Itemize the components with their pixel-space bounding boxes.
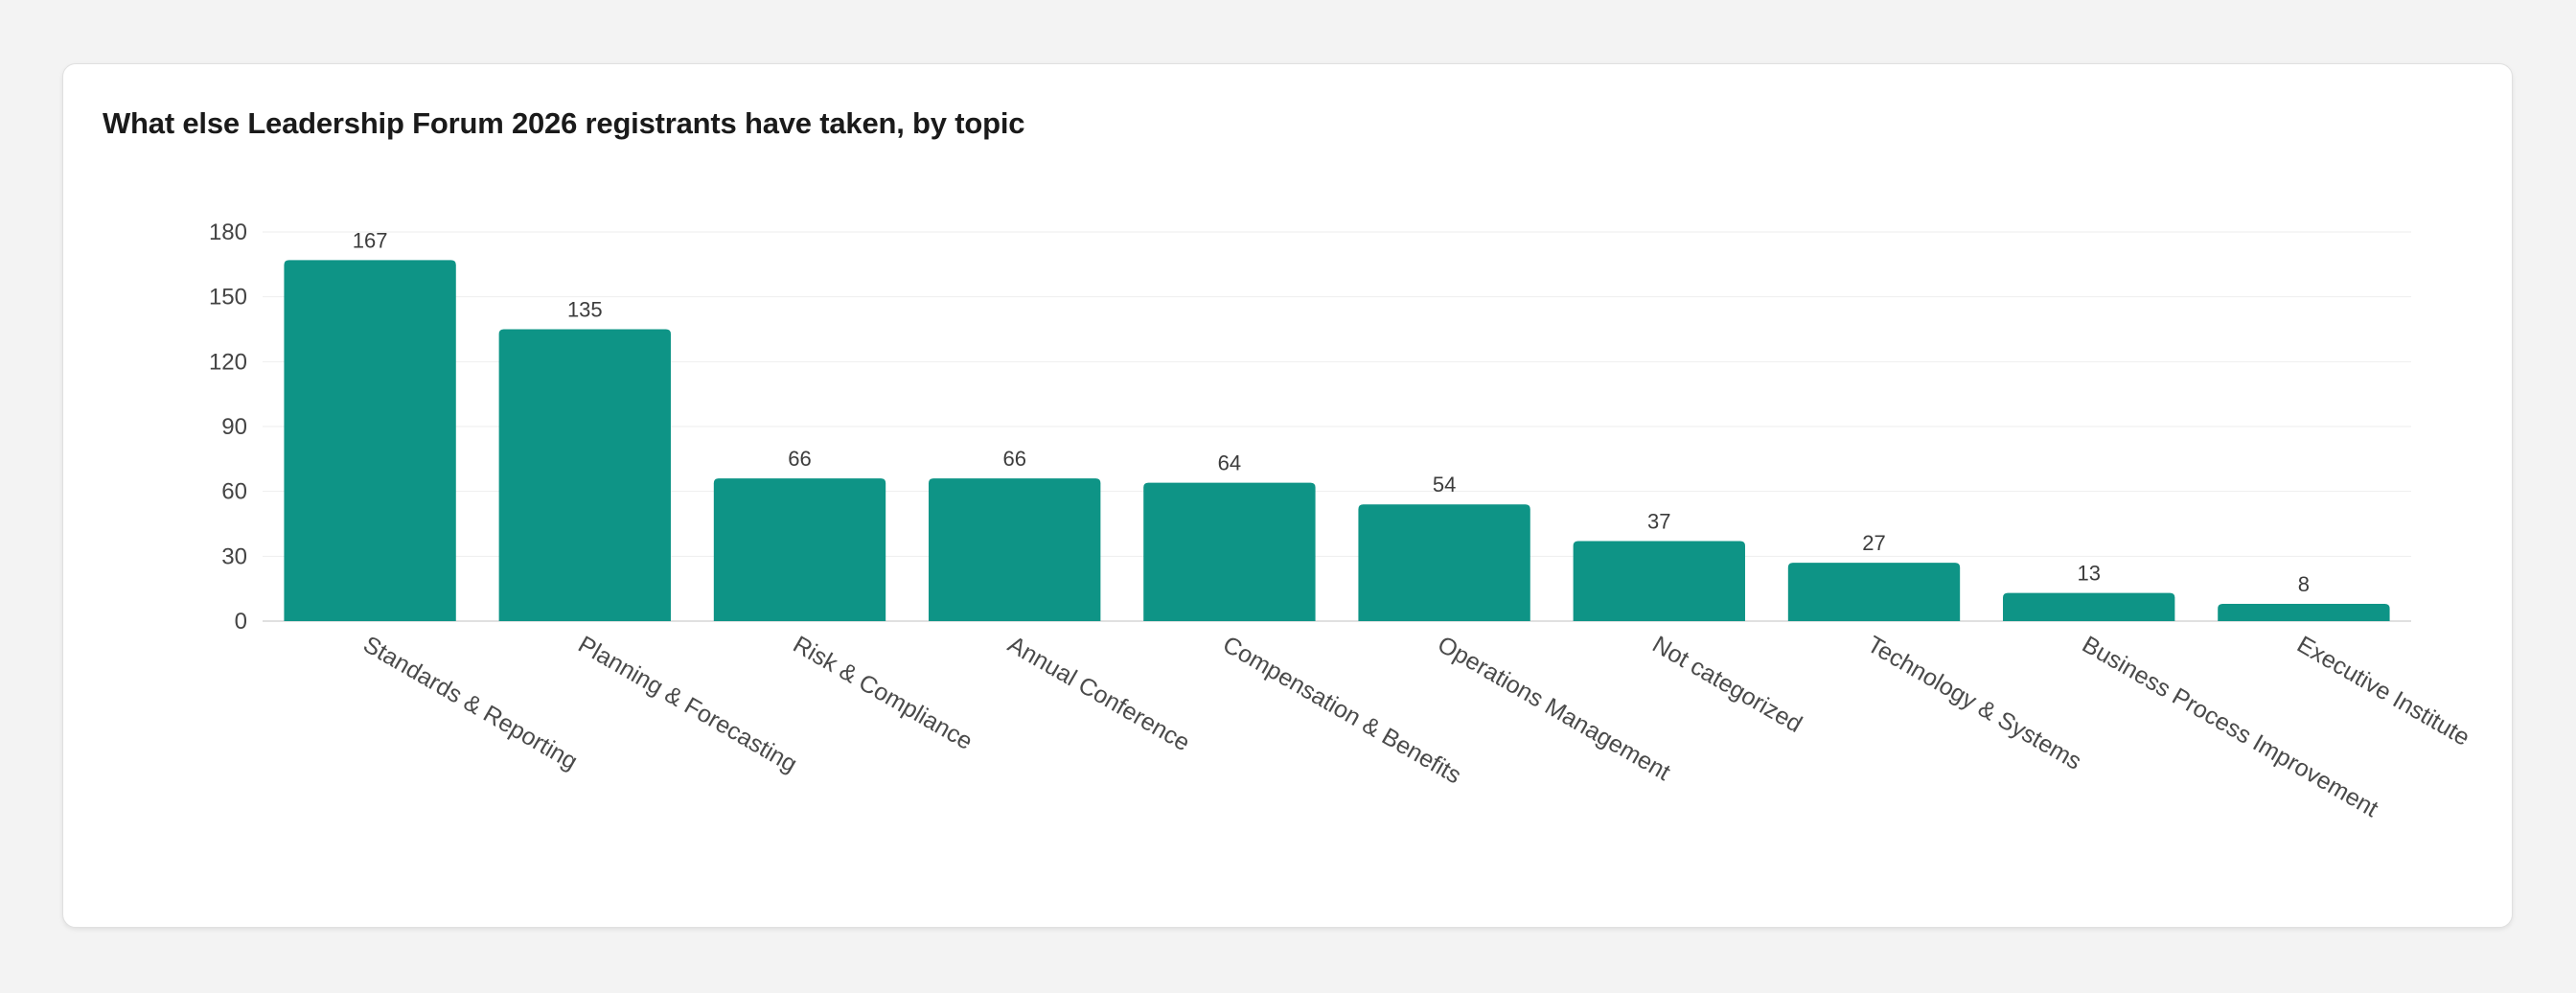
bar bbox=[284, 260, 456, 621]
data-label: 66 bbox=[1002, 447, 1025, 471]
data-label: 27 bbox=[1862, 531, 1885, 555]
x-tick-label: Technology & Systems bbox=[1863, 631, 2086, 775]
bar bbox=[713, 478, 886, 621]
data-label: 37 bbox=[1647, 510, 1670, 534]
bar bbox=[1787, 563, 1961, 621]
data-label: 13 bbox=[2077, 562, 2100, 586]
x-tick-label: Operations Management bbox=[1433, 631, 1674, 786]
data-label: 66 bbox=[788, 447, 811, 471]
bar bbox=[498, 329, 671, 621]
x-tick-label: Risk & Compliance bbox=[789, 631, 978, 755]
y-tick-label: 150 bbox=[209, 285, 247, 311]
x-tick-label: Not categorized bbox=[1648, 631, 1807, 738]
x-tick-label: Planning & Forecasting bbox=[574, 631, 802, 777]
data-label: 8 bbox=[2298, 572, 2310, 596]
bar bbox=[1573, 541, 1745, 621]
y-tick-label: 120 bbox=[209, 349, 247, 375]
bar bbox=[2218, 603, 2390, 621]
data-label: 167 bbox=[353, 228, 388, 252]
bar bbox=[1358, 504, 1530, 621]
y-tick-label: 0 bbox=[235, 609, 247, 635]
y-tick-label: 90 bbox=[221, 414, 247, 440]
chart-title: What else Leadership Forum 2026 registra… bbox=[103, 106, 1025, 140]
data-label: 64 bbox=[1218, 451, 1241, 475]
chart-card: What else Leadership Forum 2026 registra… bbox=[62, 63, 2513, 928]
bar bbox=[2003, 592, 2175, 621]
data-label: 135 bbox=[567, 298, 603, 322]
x-tick-label: Compensation & Benefits bbox=[1218, 631, 1465, 789]
bar bbox=[929, 478, 1101, 621]
y-tick-label: 180 bbox=[209, 219, 247, 245]
x-tick-label: Annual Conference bbox=[1003, 631, 1194, 756]
bar bbox=[1143, 482, 1316, 621]
x-tick-label: Executive Institute bbox=[2292, 631, 2474, 751]
y-tick-label: 30 bbox=[221, 543, 247, 569]
y-tick-label: 60 bbox=[221, 479, 247, 505]
x-tick-label: Standards & Reporting bbox=[358, 631, 582, 775]
bar-chart: 0 30 60 90 120 150 180 167 Standards & Reporting… bbox=[209, 219, 2474, 822]
data-label: 54 bbox=[1433, 473, 1456, 496]
